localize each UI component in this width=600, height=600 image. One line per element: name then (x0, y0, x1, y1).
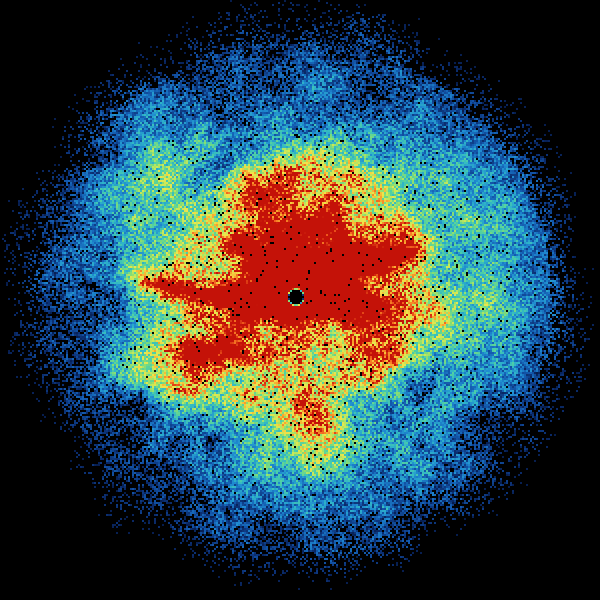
false-color-sky-map[interactable] (0, 0, 600, 600)
image-viewer[interactable]: Radio/X-ray false-colour map jet central… (0, 0, 600, 600)
